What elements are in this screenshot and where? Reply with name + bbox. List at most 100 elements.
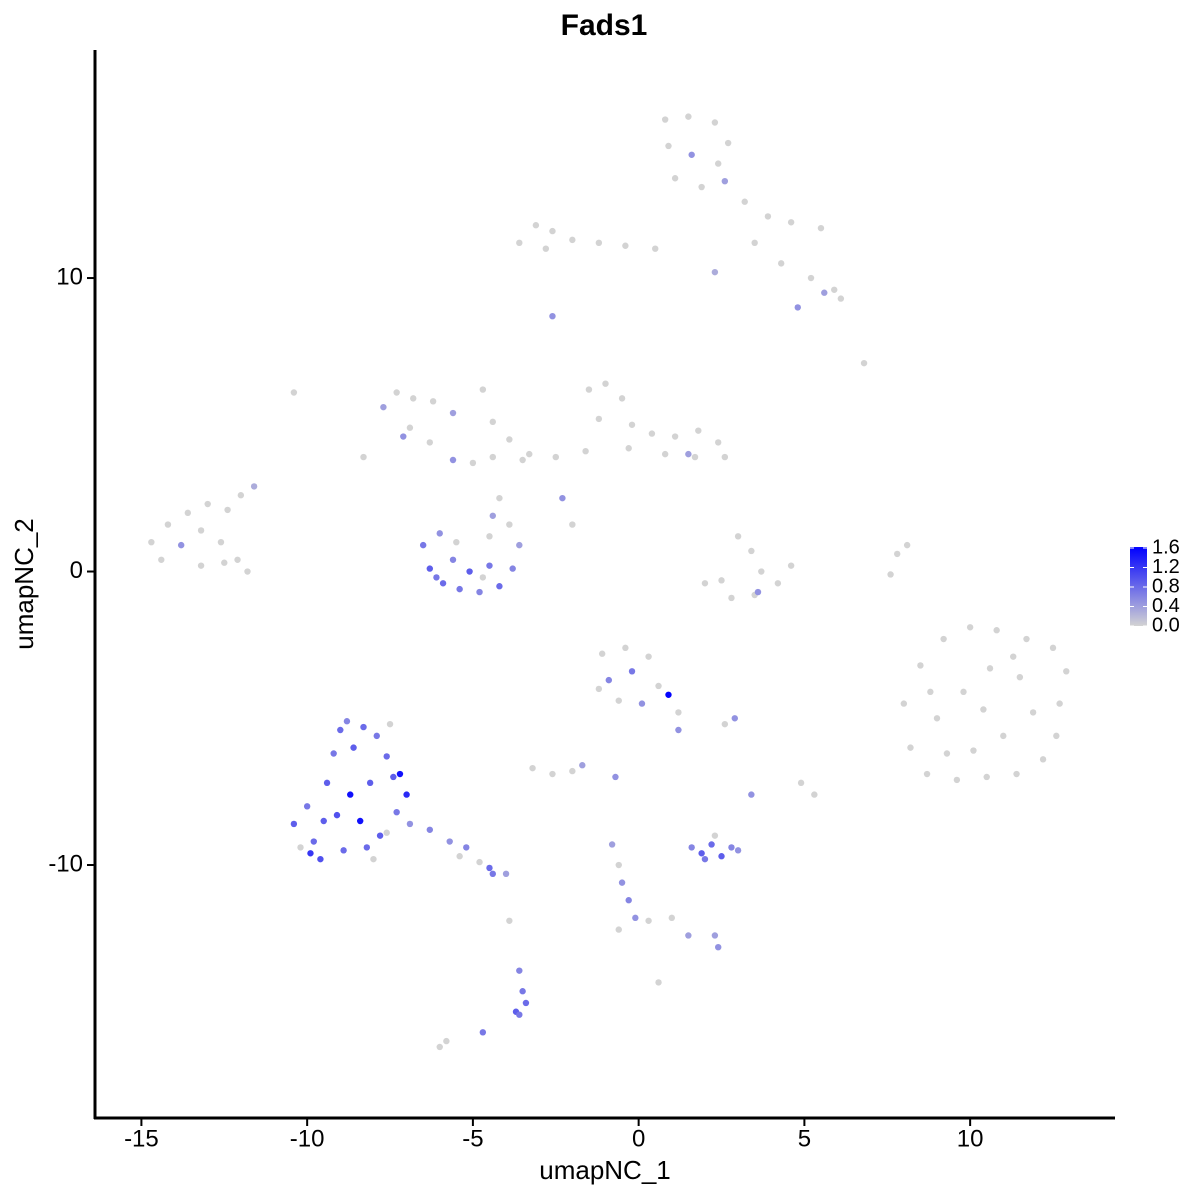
point bbox=[486, 864, 493, 872]
point bbox=[777, 260, 785, 267]
point bbox=[356, 817, 364, 825]
point bbox=[917, 662, 924, 669]
point bbox=[360, 723, 367, 731]
point bbox=[184, 509, 192, 517]
point bbox=[698, 850, 705, 857]
point bbox=[711, 119, 719, 126]
point bbox=[426, 439, 434, 446]
point bbox=[728, 844, 735, 851]
point bbox=[907, 744, 914, 751]
point bbox=[320, 817, 327, 825]
point bbox=[986, 665, 994, 672]
point bbox=[323, 779, 331, 787]
point bbox=[817, 224, 825, 232]
point bbox=[618, 879, 626, 886]
point bbox=[297, 844, 304, 851]
point bbox=[469, 459, 477, 467]
point bbox=[307, 850, 314, 857]
point bbox=[393, 389, 400, 396]
point bbox=[625, 897, 632, 904]
point bbox=[734, 533, 742, 540]
point bbox=[436, 1043, 443, 1051]
point bbox=[376, 832, 384, 839]
point bbox=[333, 811, 341, 819]
point bbox=[595, 415, 603, 423]
point bbox=[502, 870, 510, 878]
point bbox=[234, 556, 241, 563]
point bbox=[1016, 673, 1024, 681]
point bbox=[811, 791, 818, 798]
point bbox=[506, 521, 513, 528]
point bbox=[393, 808, 400, 816]
point bbox=[529, 764, 536, 772]
point bbox=[1029, 709, 1037, 716]
x-tick-label: -10 bbox=[290, 1125, 325, 1152]
point bbox=[927, 688, 934, 696]
point bbox=[360, 453, 367, 461]
point bbox=[721, 453, 729, 461]
point bbox=[549, 312, 556, 320]
point bbox=[675, 726, 682, 734]
point bbox=[506, 436, 513, 443]
point bbox=[396, 770, 404, 778]
point bbox=[522, 999, 530, 1007]
point bbox=[665, 691, 672, 698]
point bbox=[446, 838, 453, 845]
point bbox=[400, 433, 407, 440]
point bbox=[486, 562, 493, 569]
point bbox=[569, 767, 576, 775]
y-tick-label: 0 bbox=[70, 557, 83, 584]
point bbox=[668, 914, 675, 922]
point bbox=[671, 175, 679, 182]
point bbox=[373, 732, 380, 740]
point bbox=[632, 914, 639, 922]
point bbox=[688, 844, 695, 851]
point bbox=[410, 395, 417, 402]
point bbox=[486, 533, 493, 540]
point bbox=[479, 574, 487, 581]
point bbox=[1023, 635, 1030, 643]
colorbar-tick-label: 0.0 bbox=[1152, 614, 1180, 636]
point bbox=[685, 113, 692, 120]
point bbox=[622, 644, 629, 652]
point bbox=[711, 832, 719, 839]
colorbar-tick-label: 0.4 bbox=[1152, 595, 1180, 617]
point bbox=[980, 706, 987, 713]
point bbox=[343, 718, 351, 725]
x-tick-label: -15 bbox=[124, 1125, 159, 1152]
point bbox=[496, 494, 503, 502]
point bbox=[476, 858, 483, 866]
point bbox=[383, 829, 390, 836]
point bbox=[569, 521, 576, 528]
chart-title: Fads1 bbox=[561, 9, 648, 42]
point bbox=[463, 844, 470, 851]
point bbox=[758, 568, 765, 575]
point bbox=[347, 791, 354, 798]
point bbox=[728, 594, 735, 602]
point bbox=[807, 274, 815, 282]
point bbox=[953, 776, 961, 784]
point bbox=[350, 744, 357, 751]
point bbox=[559, 494, 566, 502]
point bbox=[406, 820, 414, 828]
colorbar bbox=[1130, 547, 1147, 626]
point bbox=[943, 750, 951, 757]
point bbox=[310, 838, 317, 845]
point bbox=[1053, 732, 1060, 740]
point bbox=[516, 541, 523, 549]
point bbox=[787, 219, 795, 226]
point bbox=[993, 627, 1000, 634]
point bbox=[519, 988, 526, 995]
point bbox=[711, 268, 719, 276]
point bbox=[751, 239, 758, 247]
point bbox=[403, 791, 410, 798]
point bbox=[489, 418, 496, 426]
point bbox=[718, 577, 725, 584]
point bbox=[489, 512, 496, 519]
point bbox=[579, 762, 586, 769]
point bbox=[661, 450, 669, 458]
point bbox=[721, 720, 729, 728]
point bbox=[595, 685, 603, 693]
